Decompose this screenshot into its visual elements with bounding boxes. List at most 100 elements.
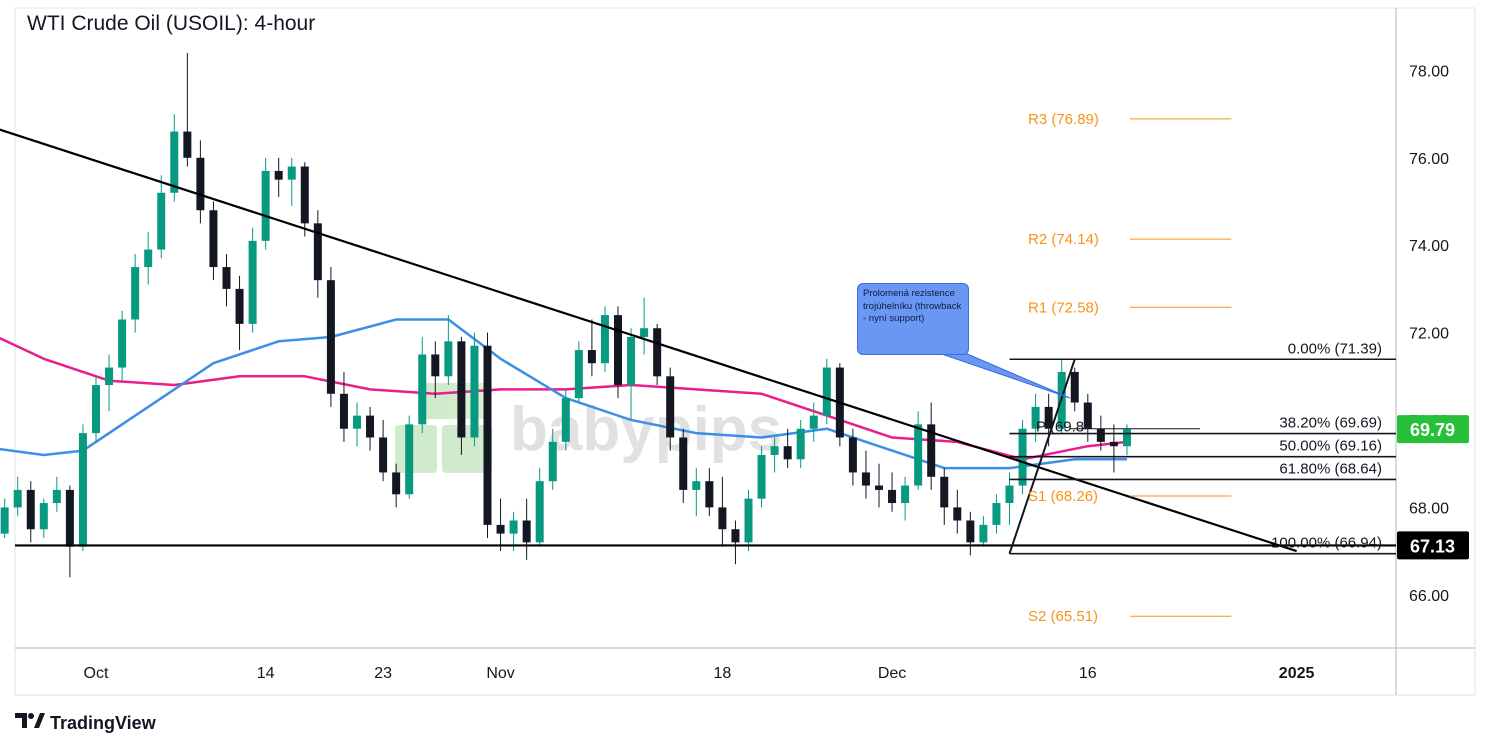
candle (92, 376, 100, 442)
candle (300, 162, 309, 237)
candle (157, 175, 166, 259)
candle (809, 402, 818, 442)
candle (653, 323, 662, 386)
x-tick-label: 16 (1079, 665, 1097, 682)
candle (901, 476, 910, 521)
candle-body (144, 249, 153, 268)
candle (1109, 424, 1118, 473)
x-tick-label: 23 (374, 665, 392, 682)
fib-level-label: 61.80% (68.64) (1279, 460, 1382, 477)
candle (131, 253, 140, 333)
candle (326, 267, 335, 407)
fib-level-label: 50.00% (69.16) (1279, 438, 1382, 455)
candle (339, 371, 348, 442)
candle-body (783, 446, 792, 460)
candle-body (353, 415, 361, 429)
candle (548, 428, 557, 490)
candle (13, 476, 22, 517)
candle-body (209, 210, 218, 268)
candle-body (901, 485, 910, 504)
candle-body (1070, 371, 1079, 403)
candle (39, 498, 48, 538)
candle-body (587, 350, 596, 364)
candle (861, 450, 870, 499)
candle-body (861, 472, 870, 486)
pivot-level-label: R2 (74.14) (1028, 231, 1099, 248)
candle (183, 52, 192, 167)
annotation-callout: Prolomená rezistence trojúhelníku (throw… (857, 283, 969, 355)
candle (627, 328, 636, 420)
current-price-text: 69.79 (1410, 420, 1455, 440)
candle (692, 468, 701, 517)
candle-body (614, 315, 622, 386)
candle-body (52, 489, 61, 504)
candle-body (274, 170, 283, 180)
candle (392, 463, 401, 508)
candle-body (170, 131, 179, 193)
candle (718, 476, 727, 547)
candle-body (888, 489, 897, 504)
candle (261, 157, 270, 250)
chart-title: WTI Crude Oil (USOIL): 4-hour (27, 12, 315, 35)
candle (822, 358, 831, 425)
footer-brand: TradingView (15, 713, 157, 733)
candle (52, 476, 61, 512)
candle-body (600, 315, 609, 364)
candle (0, 498, 9, 538)
x-tick-label: 2025 (1279, 665, 1315, 682)
candle-body (470, 345, 479, 438)
candle-body (692, 481, 701, 490)
candle-body (496, 524, 505, 534)
candle (144, 232, 153, 285)
candle-body (731, 529, 740, 543)
candle (366, 406, 375, 451)
candle-body (627, 336, 636, 386)
candle (770, 437, 779, 473)
candle (222, 253, 231, 307)
candle (196, 140, 205, 224)
candle (783, 428, 792, 469)
candle-body (105, 367, 114, 386)
x-tick-label: Nov (486, 665, 514, 682)
candle (640, 297, 649, 355)
candle-body (522, 520, 531, 543)
candle-body (1109, 441, 1118, 447)
current-price-badge (1397, 415, 1469, 444)
candle-body (92, 385, 100, 434)
lines-layer (0, 318, 1128, 470)
candle (561, 389, 570, 451)
candle-body (483, 345, 492, 525)
candle-body (1083, 402, 1092, 429)
candle-body (848, 437, 857, 473)
candle-body (1044, 406, 1053, 429)
candle-body (666, 376, 675, 438)
overlay-layer: 0.00% (71.39) 38.20% (69.69) 50.00% (69.16… (0, 111, 1396, 625)
candle (992, 494, 1001, 534)
candle (979, 516, 988, 547)
candle-body (705, 481, 714, 508)
candle-body (78, 433, 87, 547)
candle-body (379, 437, 388, 473)
candle (26, 481, 35, 543)
candle (1070, 367, 1079, 412)
x-tick-label: Dec (878, 665, 906, 682)
candle-body (875, 485, 883, 490)
pivot-level-label: R1 (72.58) (1028, 299, 1099, 316)
candle (587, 319, 596, 377)
candle (574, 341, 583, 403)
candle (379, 420, 388, 482)
candle-body (718, 507, 727, 530)
candle (353, 402, 361, 447)
pivot-level-label: R3 (76.89) (1028, 111, 1099, 128)
candle-body (444, 341, 453, 377)
candle (966, 511, 975, 556)
candle-body (248, 240, 257, 324)
moving-average-blue (0, 318, 1127, 470)
candle (418, 336, 427, 434)
tradingview-logo-icon (15, 713, 45, 728)
candle-body (261, 170, 270, 241)
candle-body (339, 393, 348, 429)
candle-body (0, 507, 9, 534)
candle (496, 498, 505, 552)
